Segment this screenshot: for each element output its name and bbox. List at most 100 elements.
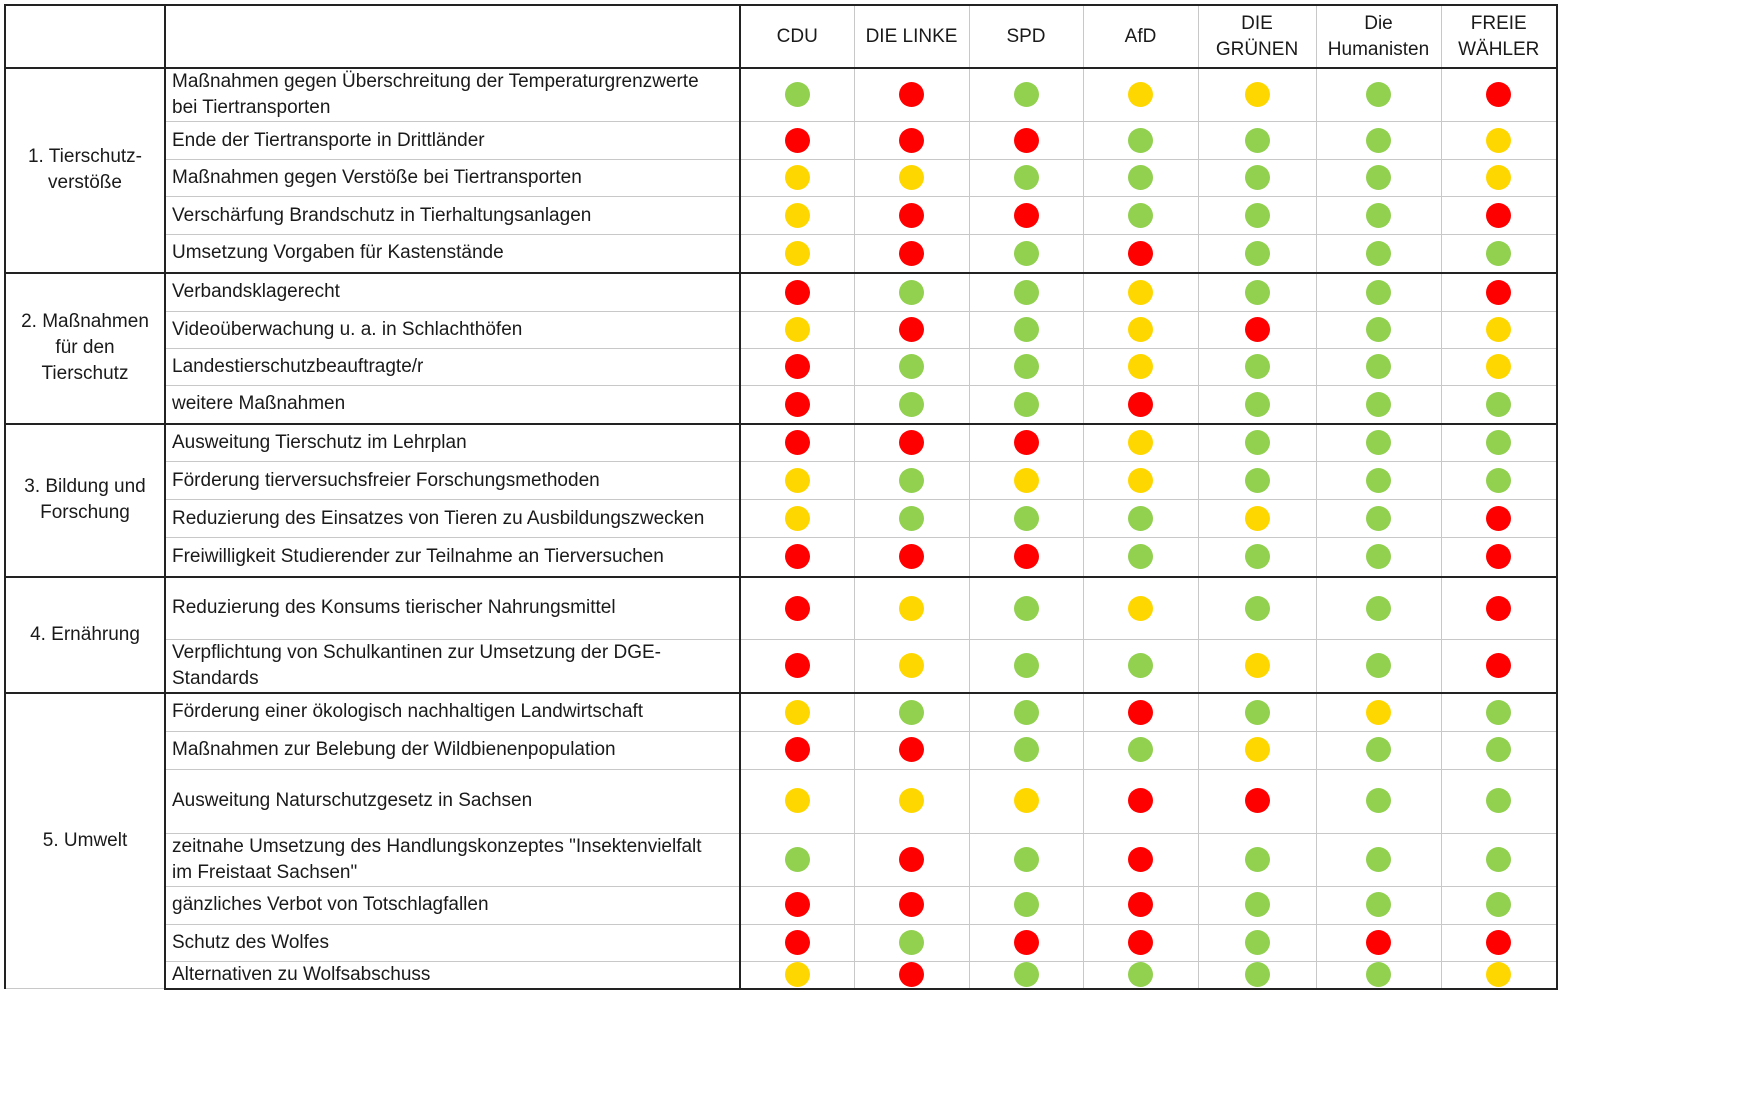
rating-cell (1197, 385, 1317, 424)
rating-cell (1197, 960, 1317, 990)
rating-dot-green (1366, 354, 1391, 380)
rating-cell (1315, 730, 1442, 770)
rating-dot-green (1244, 846, 1270, 872)
category-cell: 2. Maßnahmen für den Tierschutz (4, 271, 166, 424)
rating-cell (1082, 537, 1199, 577)
rating-cell (1197, 121, 1317, 160)
rating-cell (1082, 960, 1199, 990)
rating-dot-green (1013, 892, 1039, 918)
rating-dot-red (899, 240, 924, 266)
category-cell: 3. Bildung und Forschung (4, 422, 166, 577)
rating-cell (1440, 537, 1558, 577)
table-row: Schutz des Wolfes (5, 923, 1558, 962)
rating-dot-red (784, 391, 810, 417)
rating-dot-red (899, 544, 924, 570)
rating-cell (1197, 768, 1317, 834)
rating-cell (853, 422, 970, 462)
rating-cell (739, 461, 855, 500)
table-row: Förderung tierversuchsfreier Forschungsm… (5, 461, 1558, 500)
rating-cell (739, 67, 855, 122)
rating-cell (853, 768, 970, 834)
rating-cell (968, 67, 1084, 122)
rating-dot-green (1366, 846, 1391, 872)
rating-cell (1440, 311, 1558, 349)
party-header: AfD (1082, 4, 1199, 69)
rating-cell (1082, 121, 1199, 160)
rating-dot-green (1013, 653, 1039, 679)
text-line: Verschärfung Brandschutz in Tierhaltungs… (172, 204, 592, 226)
rating-dot-red (784, 544, 810, 570)
rating-dot-red (784, 892, 810, 918)
criterion-cell: Verbandsklagerecht (164, 271, 741, 312)
rating-dot-yellow (1013, 788, 1039, 814)
rating-cell (853, 730, 970, 770)
rating-dot-red (899, 82, 924, 108)
rating-cell (1197, 537, 1317, 577)
rating-cell (853, 271, 970, 312)
rating-dot-green (1366, 279, 1391, 305)
rating-dot-red (899, 892, 924, 918)
rating-dot-green (1366, 961, 1391, 987)
table-row: Videoüberwachung u. a. in Schlachthöfen (5, 311, 1558, 349)
party-header: CDU (739, 4, 855, 69)
rating-dot-green (1013, 391, 1039, 417)
rating-cell (1197, 311, 1317, 349)
rating-cell (739, 348, 855, 386)
rating-dot-green (1366, 505, 1391, 531)
party-positions-table: CDU DIE LINKE SPD AfD DIE GRÜNEN Die Humaniste… (4, 4, 1558, 990)
rating-cell (1197, 271, 1317, 312)
text-line: zeitnahe Umsetzung des Handlungskonzepte… (172, 835, 702, 857)
rating-cell (1440, 422, 1558, 462)
rating-cell (1315, 639, 1442, 694)
rating-cell (1440, 692, 1558, 732)
rating-dot-green (1486, 788, 1512, 814)
table-row: Maßnahmen gegen Verstöße bei Tiertranspo… (5, 159, 1558, 197)
rating-dot-green (1244, 165, 1270, 191)
rating-dot-red (784, 279, 810, 305)
rating-dot-green (1013, 240, 1039, 266)
rating-dot-yellow (784, 788, 810, 814)
rating-cell (1082, 461, 1199, 500)
rating-dot-yellow (1128, 430, 1153, 456)
rating-dot-green (1013, 165, 1039, 191)
criterion-cell: Förderung tierversuchsfreier Forschungsm… (164, 461, 741, 500)
rating-cell (1440, 348, 1558, 386)
criteria-header-cell (164, 4, 741, 69)
rating-cell (1082, 311, 1199, 349)
rating-cell (739, 385, 855, 424)
criterion-cell: Alternativen zu Wolfsabschuss (164, 960, 741, 990)
rating-dot-green (1128, 544, 1153, 570)
rating-cell (1315, 121, 1442, 160)
table-row: Freiwilligkeit Studierender zur Teilnahm… (5, 537, 1558, 577)
rating-dot-green (1013, 595, 1039, 621)
table-row: Ende der Tiertransporte in Drittländer (5, 121, 1558, 160)
table-row: 3. Bildung und Forschung Ausweitung Tiersc… (4, 422, 1558, 577)
rating-dot-green (1128, 202, 1153, 228)
criterion-cell: Förderung einer ökologisch nachhaltigen … (164, 692, 741, 732)
rating-cell (853, 121, 970, 160)
rating-cell (1082, 67, 1199, 122)
rating-dot-green (1128, 127, 1153, 153)
rating-cell (1197, 234, 1317, 273)
rating-dot-green (1366, 165, 1391, 191)
rating-dot-green (1244, 391, 1270, 417)
rating-dot-green (1366, 892, 1391, 918)
rating-cell (1315, 885, 1442, 925)
rating-dot-green (1244, 202, 1270, 228)
rating-cell (1440, 768, 1558, 834)
rating-dot-yellow (1128, 354, 1153, 380)
text-line: gänzliches Verbot von Totschlagfallen (172, 894, 489, 915)
rating-dot-red (1486, 505, 1512, 531)
rating-dot-green (1128, 961, 1153, 987)
rating-dot-green (1013, 279, 1039, 305)
text-line: Maßnahmen gegen Verstöße bei Tiertranspo… (172, 167, 582, 188)
rating-cell (853, 311, 970, 349)
table-row: Alternativen zu Wolfsabschuss (5, 960, 1558, 990)
rating-dot-yellow (899, 653, 924, 679)
criterion-cell: Freiwilligkeit Studierender zur Teilnahm… (164, 537, 741, 577)
criterion-cell: Umsetzung Vorgaben für Kastenstände (164, 234, 741, 273)
rating-dot-green (1486, 737, 1512, 763)
rating-cell (1197, 67, 1317, 122)
rating-cell (1315, 311, 1442, 349)
rating-cell (739, 311, 855, 349)
